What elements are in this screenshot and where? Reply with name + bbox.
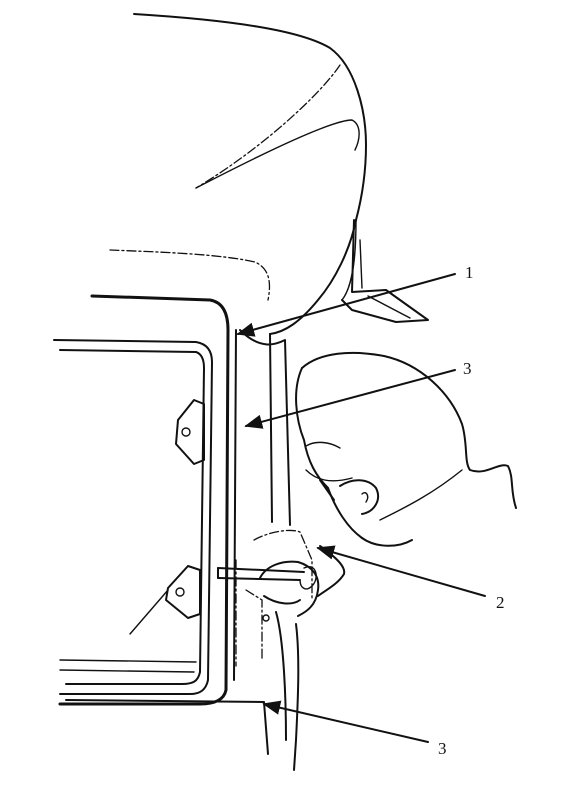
mirror-bracket xyxy=(341,219,429,323)
hinge-upper xyxy=(175,399,205,465)
callout-1: 1 xyxy=(465,263,474,282)
leader-2 xyxy=(316,545,486,597)
pillar-base xyxy=(235,529,313,667)
callout-3-upper: 3 xyxy=(463,359,472,378)
door-frame xyxy=(53,294,291,755)
callout-leaders xyxy=(236,273,486,743)
mechanic-head xyxy=(295,351,517,547)
mechanic-arm xyxy=(259,545,346,771)
callout-labels: 1 3 2 3 xyxy=(438,263,505,758)
leader-3-upper xyxy=(244,369,456,429)
hinge-lower xyxy=(129,565,201,635)
callout-2: 2 xyxy=(496,593,505,612)
pry-tool xyxy=(217,566,317,590)
callout-3-lower: 3 xyxy=(438,739,447,758)
leader-3-lower xyxy=(262,700,429,743)
cab-roof xyxy=(109,13,367,335)
leader-1 xyxy=(236,273,456,337)
